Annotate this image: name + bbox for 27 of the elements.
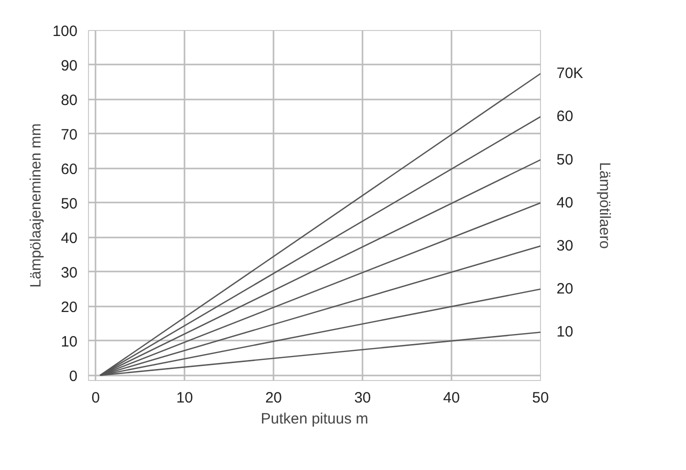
y-tick-label: 0	[69, 368, 78, 385]
y-axis-title: Lämpölaajeneminen mm	[27, 123, 44, 288]
y-tick-label: 70	[60, 126, 78, 144]
series-label: 40	[556, 194, 574, 212]
x-tick-label: 40	[443, 390, 460, 406]
y-tick-label: 90	[60, 57, 78, 74]
series-label: 20	[556, 280, 574, 298]
series-label: 70K	[556, 65, 584, 82]
y-tick-label: 30	[60, 264, 78, 282]
y-tick-label: 10	[60, 333, 78, 350]
series-label: 60	[556, 108, 574, 126]
y2-axis-title: Lämpötilaero	[596, 162, 614, 249]
y-tick-label: 100	[52, 23, 78, 40]
x-tick-label: 20	[265, 390, 282, 406]
y-tick-label: 40	[60, 230, 78, 247]
y-tick-label: 20	[60, 298, 78, 316]
x-tick-label: 30	[354, 390, 371, 406]
y-tick-label: 50	[60, 195, 78, 212]
x-axis-title: Putken pituus m	[260, 410, 368, 428]
x-tick-label: 0	[91, 390, 100, 406]
y-tick-label: 60	[60, 160, 78, 178]
series-label: 50	[556, 151, 574, 168]
y-tick-label: 80	[60, 92, 78, 109]
x-tick-label: 10	[176, 390, 193, 406]
series-label: 10	[556, 324, 574, 341]
x-tick-label: 50	[532, 390, 549, 406]
series-label: 30	[556, 238, 574, 255]
